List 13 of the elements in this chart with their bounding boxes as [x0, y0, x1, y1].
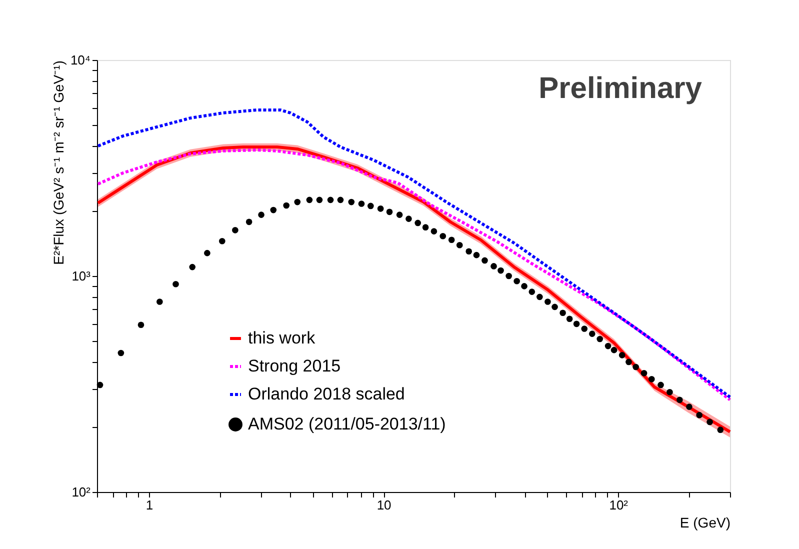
- legend-label: this work: [248, 328, 316, 348]
- x-axis-title: E (GeV): [680, 514, 730, 530]
- y-tick-label: 10³: [72, 268, 92, 284]
- legend-label: Orlando 2018 scaled: [248, 384, 405, 404]
- y-axis-title: E²*Flux (GeV² s⁻¹ m⁻² sr⁻¹ GeV⁻¹): [50, 60, 66, 265]
- x-tick-label: 10: [376, 498, 392, 512]
- legend-label: AMS02 (2011/05-2013/11): [248, 414, 446, 434]
- x-tick-label: 10²: [609, 498, 629, 512]
- y-tick-label: 10⁴: [70, 52, 90, 68]
- legend-label: Strong 2015: [248, 356, 341, 376]
- annotation: Preliminary: [538, 72, 702, 105]
- x-tick-label: 1: [146, 498, 154, 512]
- y-tick-label: 10²: [72, 484, 92, 500]
